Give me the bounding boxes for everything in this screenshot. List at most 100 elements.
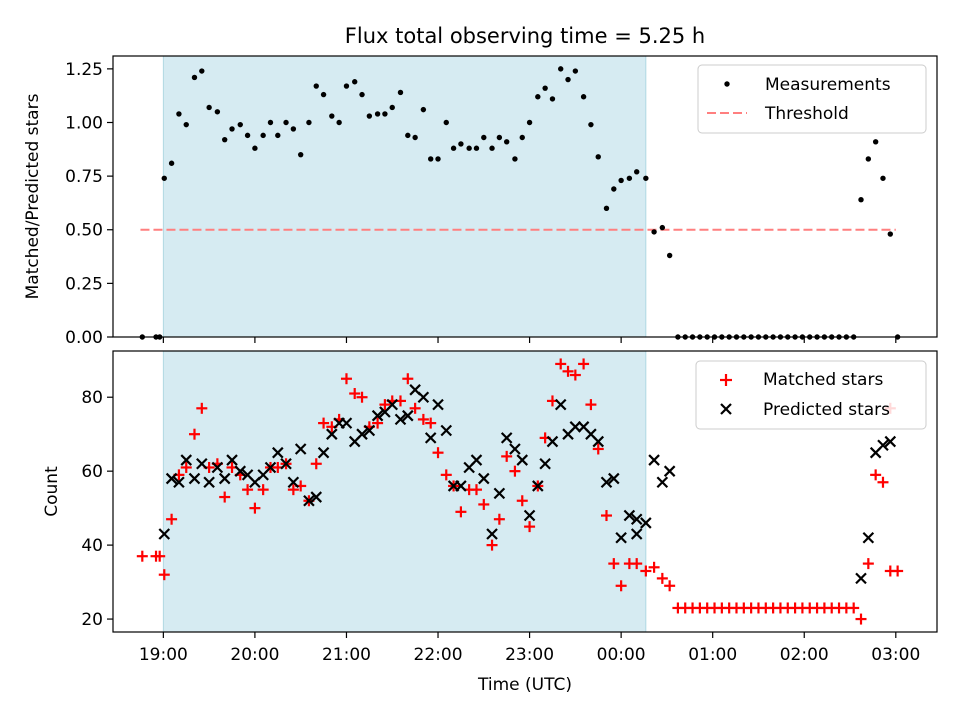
predicted-star-point [211,461,224,474]
measurement-point [412,134,418,141]
predicted-star-point [218,472,231,485]
x-tick-label: 20:00 [230,645,279,665]
matched-star-point [242,484,254,496]
predicted-star-point [623,509,636,522]
x-tick-label: 19:00 [139,645,188,665]
measurement-point [458,141,464,147]
predicted-star-point [402,409,414,422]
predicted-star-point [532,480,544,492]
predicted-star-point [546,435,559,448]
measurement-point [229,126,235,132]
matched-star-point [592,443,604,455]
measurement-point [427,156,434,162]
matched-star-point [569,369,581,381]
predicted-star-point [294,443,307,455]
measurement-point [865,156,872,162]
bottom-x-axis: 19:00 20:00 21:00 22:00 23:00 00:00 01:00 02:00… [139,632,920,665]
top-panel: 0.00 0.25 0.50 0.75 1.00 1.25 Matched/Predict… [23,55,938,348]
predicted-star-point [500,432,513,444]
measurement-point [374,111,381,117]
predicted-star-point [424,432,437,444]
predicted-star-point [455,480,467,492]
predicted-star-point [371,409,384,422]
matched-star-point [870,469,882,481]
matched-star-point [196,402,208,414]
top-x-ticks [162,337,897,343]
measurement-point [320,91,327,98]
y-tick-label: 0.00 [65,328,103,348]
measurement-point [858,197,864,203]
measurement-point [603,205,610,211]
measurement-point [221,136,228,143]
matched-star-point [664,580,676,592]
measurement-point [450,145,457,151]
measurement-point [352,79,358,85]
predicted-star-point [600,476,613,489]
x-tick-label: 02:00 [780,645,829,665]
x-tick-label: 03:00 [871,645,920,665]
predicted-star-point [877,439,889,452]
measurement-point [580,94,587,100]
measurement-point [466,145,472,151]
matched-star-point [188,428,200,440]
predicted-star-point [310,491,323,503]
measurement-point [611,186,617,192]
y-tick-label: 1.25 [65,60,103,80]
matched-star-point [340,373,352,385]
measurement-point [389,104,395,111]
matched-star-point [440,469,452,481]
y-tick-label: 0.50 [65,221,103,241]
matched-star-point [516,495,528,507]
measurement-point [252,145,258,151]
measurement-point [549,96,556,102]
measurement-point [420,106,427,113]
predicted-star-point [592,435,605,448]
measurement-point [237,121,243,128]
measurement-point [329,113,335,119]
y-tick-label: 1.00 [65,113,103,133]
measurement-point [283,119,289,126]
predicted-star-point [340,417,353,429]
predicted-star-point [855,572,867,585]
matched-star-point [154,550,166,562]
predicted-star-point [554,398,567,411]
measurement-point [595,154,601,160]
legend-matched-marker [720,374,732,386]
measurement-point [618,177,624,184]
measurement-point [626,175,633,181]
measurement-point [473,145,480,151]
x-tick-label: 21:00 [322,645,371,665]
predicted-star-point [884,435,897,448]
matched-star-point [432,447,444,459]
predicted-star-point [226,454,238,466]
matched-star-point [848,602,860,614]
y-tick-label: 20 [81,610,103,630]
predicted-star-point [272,446,284,459]
predicted-star-point [440,424,453,437]
measurement-point [366,113,373,119]
matched-star-point [372,417,384,429]
measurement-point [496,134,503,141]
predicted-stars-points [158,384,897,585]
x-tick-label: 01:00 [688,645,737,665]
measurement-point [643,175,649,181]
top-legend: Measurements Threshold [697,64,927,134]
matched-star-point [249,502,261,514]
measurement-point [343,83,350,89]
predicted-star-point [539,457,551,470]
bottom-legend-box [695,360,927,430]
matched-star-point [648,561,660,573]
legend-measurements-label: Measurements [765,75,891,95]
observing-window-shade [162,55,647,338]
matched-star-point [892,565,904,577]
top-axes-frame [112,55,938,338]
legend-matched-label: Matched stars [763,370,883,390]
measurement-point [244,132,251,139]
measurement-point [443,119,449,126]
measurement-point [659,224,666,231]
measurement-point [872,139,879,145]
measurement-point [526,119,533,126]
matched-star-point [470,484,482,496]
measurement-point [887,231,894,237]
predicted-star-point [363,424,376,437]
